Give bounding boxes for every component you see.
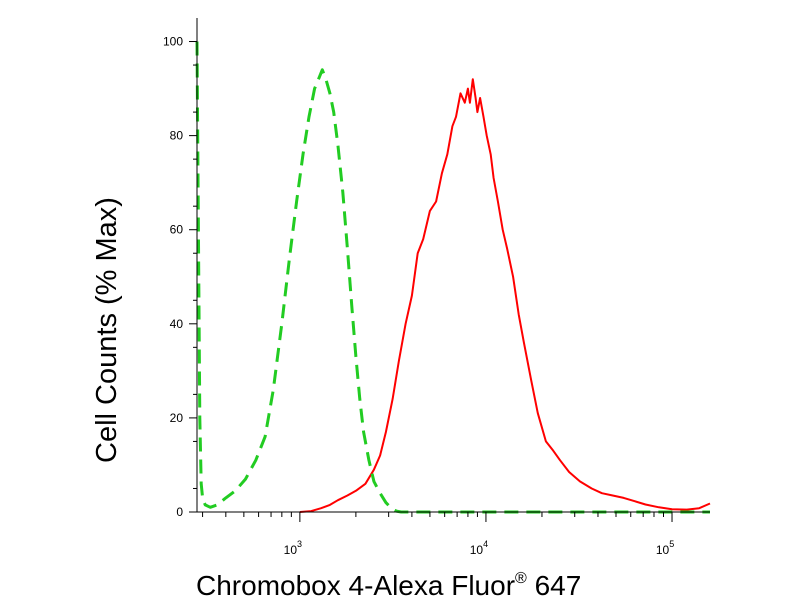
plot-background: [197, 18, 710, 512]
y-tick-label-20: 20: [170, 411, 184, 425]
series-line-0: [299, 78, 711, 513]
y-tick-label-80: 80: [170, 129, 184, 143]
y-axis-title: Cell Counts (% Max): [91, 197, 123, 463]
x-axis-title-suffix: 647: [527, 570, 582, 600]
axes-layer: [189, 18, 710, 522]
x-tick-label-exponent: 3: [297, 539, 302, 549]
plot-area: [197, 18, 710, 512]
x-tick-label-exponent: 4: [483, 539, 488, 549]
y-tick-label-0: 0: [176, 505, 183, 519]
x-tick-label-base: 10: [284, 543, 298, 557]
x-tick-label-exponent: 5: [669, 539, 674, 549]
x-axis-title-main: Chromobox 4-Alexa Fluor: [196, 570, 515, 600]
x-tick-label-base: 10: [656, 543, 670, 557]
y-tick-label-40: 40: [170, 317, 184, 331]
y-tick-label-60: 60: [170, 223, 184, 237]
y-tick-label-100: 100: [163, 35, 183, 49]
series-layer: [195, 41, 711, 514]
x-tick-label-5: 105: [656, 539, 674, 557]
series-line-1: [195, 41, 710, 514]
x-axis-title: Chromobox 4-Alexa Fluor® 647: [196, 570, 581, 600]
x-tick-label-4: 104: [470, 539, 488, 557]
x-tick-label-3: 103: [284, 539, 302, 557]
x-axis-title-superscript: ®: [515, 570, 527, 587]
x-tick-label-base: 10: [470, 543, 484, 557]
